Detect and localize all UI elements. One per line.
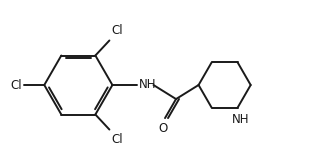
Text: O: O <box>158 122 168 135</box>
Text: Cl: Cl <box>111 133 123 146</box>
Text: Cl: Cl <box>10 79 22 91</box>
Text: NH: NH <box>232 113 249 126</box>
Text: NH: NH <box>139 78 156 91</box>
Text: Cl: Cl <box>111 24 123 38</box>
